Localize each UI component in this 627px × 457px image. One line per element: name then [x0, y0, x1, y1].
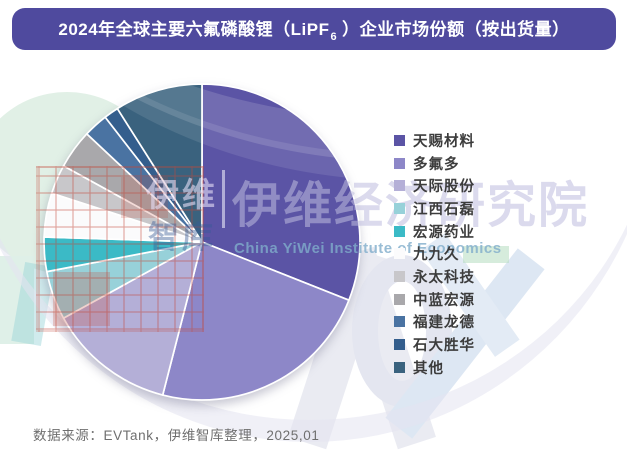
legend-item: 天际股份 [394, 174, 475, 197]
source-note: 数据来源：EVTank，伊维智库整理，2025,01 [33, 428, 320, 443]
legend-item: 多氟多 [394, 152, 475, 175]
legend-label: 多氟多 [413, 156, 460, 173]
legend-swatch [394, 225, 405, 237]
legend-swatch [394, 157, 405, 169]
legend-item: 天赐材料 [394, 129, 475, 152]
legend-label: 江西石磊 [413, 201, 475, 218]
chart-title-bar: 2024年全球主要六氟磷酸锂（LiPF6 ）企业市场份额（按出货量） [12, 8, 616, 50]
chart-title-text: 2024年全球主要六氟磷酸锂（LiPF6 ）企业市场份额（按出货量） [58, 20, 570, 43]
legend-label: 九九久 [413, 247, 460, 264]
legend-swatch [394, 248, 405, 260]
legend-item: 永太科技 [394, 265, 475, 288]
legend-label: 中蓝宏源 [413, 292, 475, 309]
pie-chart [43, 83, 361, 401]
legend-swatch [394, 293, 405, 305]
legend-label: 其他 [413, 360, 444, 377]
legend-item: 宏源药业 [394, 220, 475, 243]
legend-label: 石大胜华 [413, 338, 475, 355]
legend-label: 天赐材料 [413, 133, 475, 150]
legend-item: 中蓝宏源 [394, 288, 475, 311]
legend-item: 福建龙德 [394, 311, 475, 334]
legend-item: 江西石磊 [394, 197, 475, 220]
legend-item: 石大胜华 [394, 333, 475, 356]
legend-label: 福建龙德 [413, 315, 475, 332]
legend-swatch [394, 361, 405, 373]
pie-slice-3 [62, 241, 203, 396]
legend-swatch [394, 270, 405, 282]
legend-swatch [394, 316, 405, 328]
legend-swatch [394, 134, 405, 146]
legend-swatch [394, 180, 405, 192]
legend-swatch [394, 202, 405, 214]
legend-label: 宏源药业 [413, 224, 475, 241]
legend-item: 九九久 [394, 242, 475, 265]
watermark-green-bar [0, 256, 34, 344]
legend-label: 天际股份 [413, 179, 475, 196]
legend-item: 其他 [394, 356, 475, 379]
chart-legend: 天赐材料多氟多天际股份江西石磊宏源药业九九久永太科技中蓝宏源福建龙德石大胜华其他 [394, 129, 475, 379]
legend-swatch [394, 339, 405, 351]
legend-label: 永太科技 [413, 269, 475, 286]
